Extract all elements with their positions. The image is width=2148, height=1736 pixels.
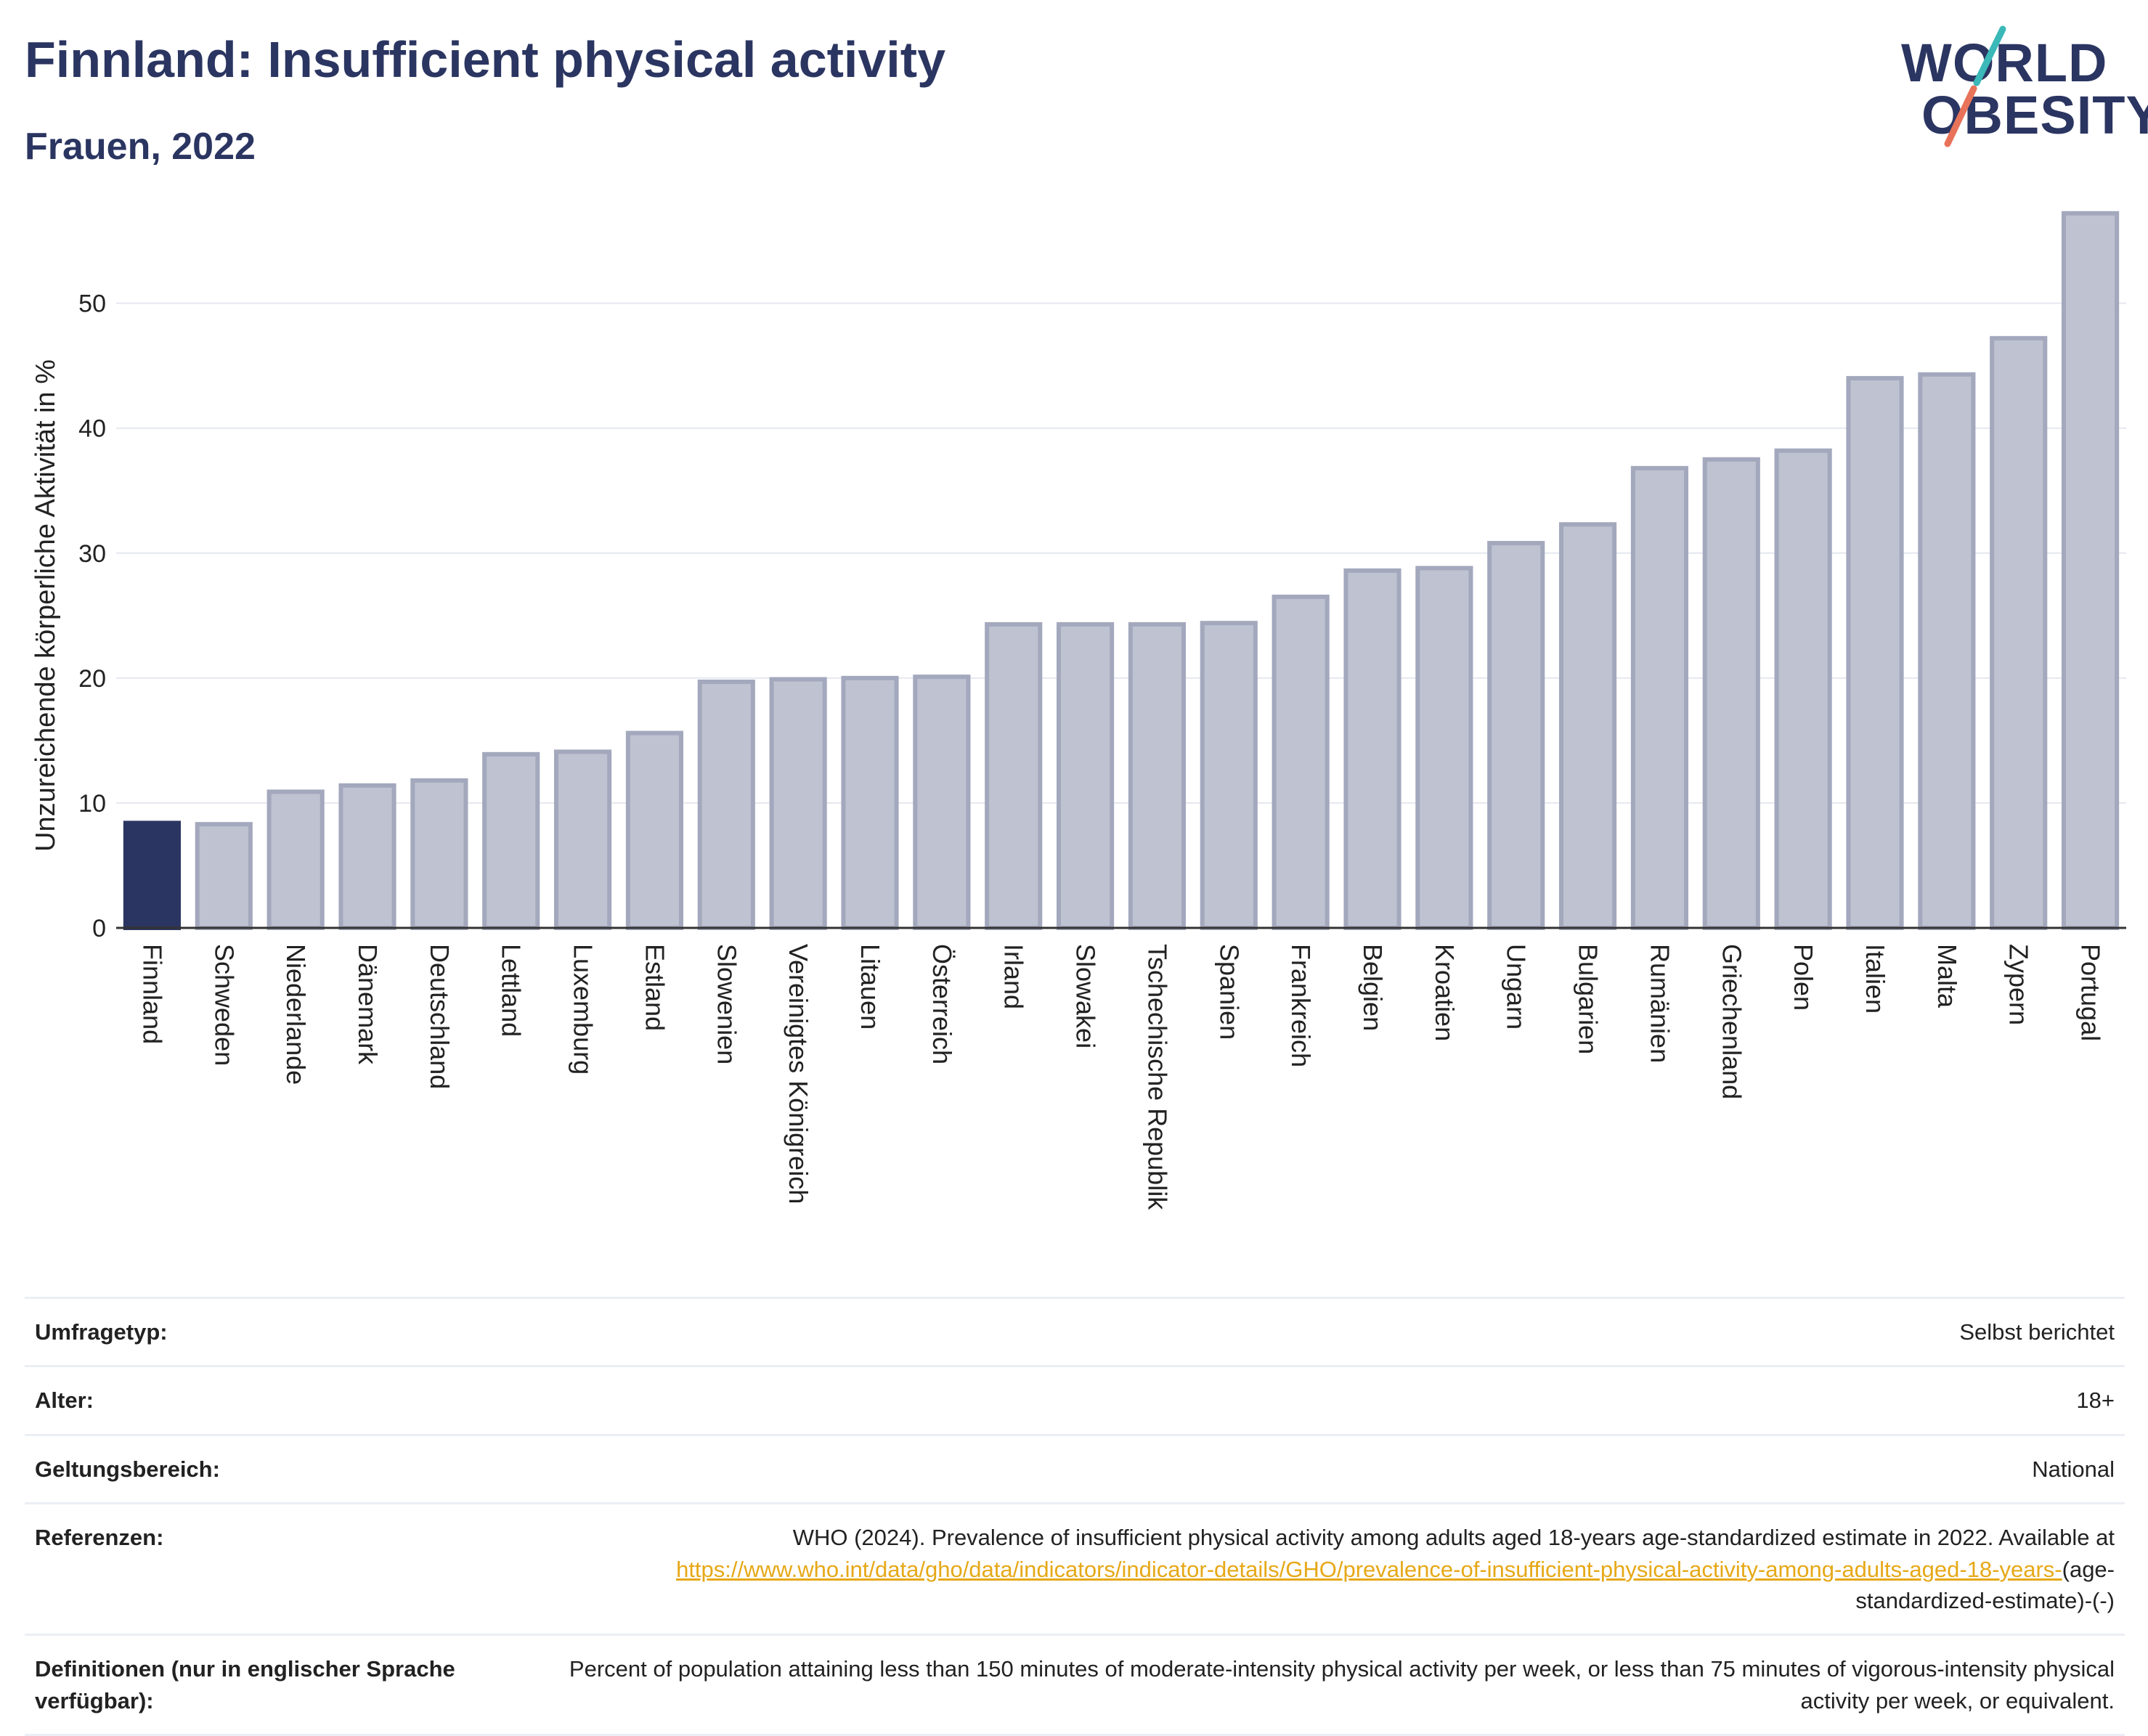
- x-tick-label: Finnland: [137, 944, 167, 1044]
- x-tick-label: Tschechische Republik: [1142, 944, 1172, 1210]
- x-tick-label: Slowenien: [712, 944, 741, 1064]
- bar-luxemburg: [553, 749, 612, 930]
- bar-irland: [985, 622, 1043, 931]
- meta-row-definitions: Definitionen (nur in englischer Sprache …: [25, 1634, 2125, 1736]
- reference-link[interactable]: https://www.who.int/data/gho/data/indica…: [676, 1556, 2062, 1582]
- meta-row-age: Alter: 18+: [25, 1365, 2125, 1433]
- world-obesity-logo: WORLD OBESITY: [1895, 22, 2148, 152]
- bar-bulgarien: [1558, 522, 1617, 931]
- bar-rumänien: [1630, 465, 1689, 930]
- bar-slowenien: [697, 680, 755, 930]
- x-tick-label: Zypern: [2004, 944, 2034, 1025]
- x-tick-label: Belgien: [1358, 944, 1388, 1031]
- x-tick-label: Frankreich: [1286, 944, 1316, 1067]
- meta-value: WHO (2024). Prevalence of insufficient p…: [558, 1522, 2115, 1616]
- bar-zypern: [1990, 335, 2048, 931]
- y-tick-label: 30: [78, 540, 106, 568]
- x-tick-label: Irland: [999, 944, 1029, 1009]
- chart-subtitle: Frauen, 2022: [25, 126, 256, 168]
- x-tick-label: Italien: [1860, 944, 1890, 1014]
- x-tick-label: Kroatien: [1430, 944, 1460, 1041]
- logo-slash-icon: [1944, 25, 2006, 147]
- x-tick-label: Estland: [640, 944, 670, 1031]
- x-tick-label: Bulgarien: [1574, 944, 1603, 1054]
- meta-row-references: Referenzen: WHO (2024). Prevalence of in…: [25, 1502, 2125, 1634]
- x-tick-label: Spanien: [1214, 944, 1244, 1040]
- x-tick-label: Litauen: [855, 944, 885, 1030]
- bar-kroatien: [1415, 566, 1473, 931]
- bar-portugal: [2061, 211, 2120, 931]
- bar-österreich: [913, 675, 971, 930]
- x-tick-label: Lettland: [497, 944, 526, 1037]
- meta-key: Umfragetyp:: [35, 1319, 168, 1345]
- y-tick-label: 20: [78, 665, 106, 693]
- x-tick-label: Niederlande: [281, 944, 311, 1085]
- y-tick-label: 40: [78, 415, 106, 443]
- bar-chart: 0 10 20 30 40 50 Unzureichende körperliche Akt…: [30, 211, 2126, 1210]
- bar-dänemark: [338, 783, 396, 930]
- bar-slowakei: [1056, 622, 1115, 931]
- meta-value: Selbst berichtet: [1959, 1319, 2115, 1345]
- x-tick-label: Portugal: [2076, 944, 2106, 1041]
- metadata-table: Umfragetyp: Selbst berichtet Alter: 18+ …: [25, 1297, 2125, 1736]
- x-tick-label: Luxemburg: [569, 944, 598, 1075]
- x-tick-label: Schweden: [209, 944, 239, 1066]
- x-tick-label: Rumänien: [1645, 944, 1675, 1063]
- bar-litauen: [841, 675, 899, 930]
- bar-italien: [1846, 375, 1904, 930]
- meta-row-survey-type: Umfragetyp: Selbst berichtet: [25, 1297, 2125, 1365]
- x-tick-label: Dänemark: [353, 944, 383, 1065]
- bar-ungarn: [1487, 541, 1545, 930]
- bar-polen: [1774, 448, 1832, 931]
- x-tick-label: Österreich: [927, 944, 957, 1064]
- bar-estland: [625, 730, 684, 930]
- reference-suffix: (age-standardized-estimate)-(-): [1855, 1556, 2115, 1613]
- x-tick-label: Ungarn: [1502, 944, 1531, 1030]
- meta-row-scope: Geltungsbereich: National: [25, 1433, 2125, 1502]
- bar-lettland: [482, 751, 540, 931]
- bar-belgien: [1343, 568, 1402, 930]
- bar-frankreich: [1272, 595, 1330, 930]
- x-tick-label: Griechenland: [1717, 944, 1746, 1099]
- bar-spanien: [1200, 621, 1258, 930]
- y-tick-label: 50: [78, 290, 106, 318]
- chart-title: Finnland: Insufficient physical activity: [25, 31, 945, 88]
- x-tick-label: Deutschland: [425, 944, 455, 1089]
- y-axis-label: Unzureichende körperliche Aktivität in %: [30, 359, 61, 852]
- bar-finnland: [123, 820, 182, 931]
- bar-deutschland: [410, 778, 468, 930]
- bar-tschechische-republik: [1128, 622, 1187, 931]
- y-tick-label: 10: [78, 790, 106, 818]
- reference-text: WHO (2024). Prevalence of insufficient p…: [792, 1525, 2115, 1551]
- meta-value: 18+: [2076, 1387, 2115, 1414]
- meta-value: National: [2032, 1456, 2115, 1482]
- bar-vereinigtes-königreich: [769, 677, 827, 930]
- meta-key: Referenzen:: [35, 1525, 164, 1551]
- logo-line1: WORLD: [1901, 33, 2108, 93]
- bar-niederlande: [267, 789, 325, 930]
- bar-malta: [1918, 372, 1976, 930]
- x-tick-label: Malta: [1932, 944, 1962, 1008]
- x-tick-label: Vereinigtes Königreich: [784, 944, 813, 1204]
- x-tick-label: Polen: [1789, 944, 1818, 1011]
- meta-key: Geltungsbereich:: [35, 1456, 220, 1482]
- bar-griechenland: [1702, 457, 1760, 930]
- bar-schweden: [195, 822, 253, 930]
- y-tick-label: 0: [92, 915, 106, 942]
- meta-value: Percent of population attaining less tha…: [569, 1656, 2115, 1713]
- x-tick-label: Slowakei: [1071, 944, 1101, 1048]
- meta-key: Alter:: [35, 1387, 94, 1414]
- meta-key: Definitionen (nur in englischer Sprache …: [35, 1656, 455, 1713]
